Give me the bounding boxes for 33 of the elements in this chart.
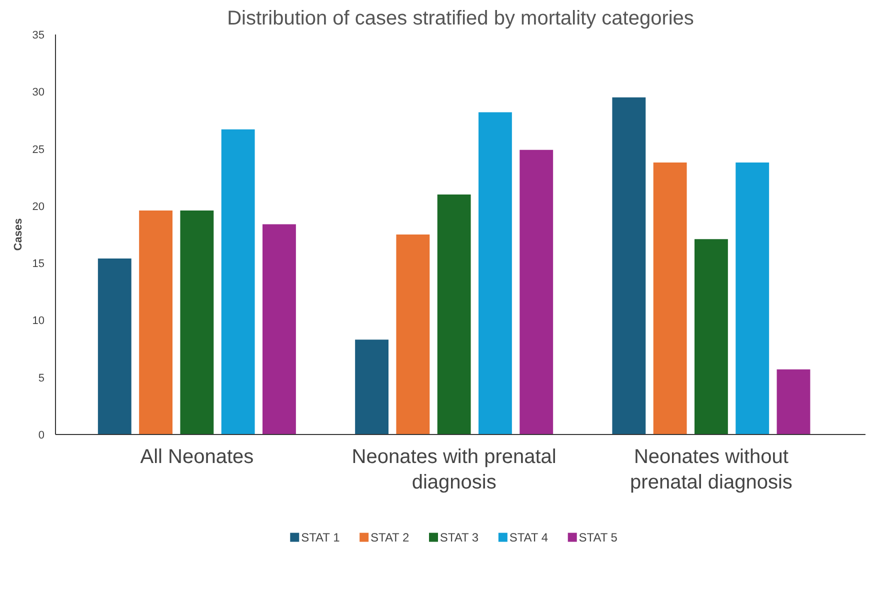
chart-title: Distribution of cases stratified by mortality categories: [227, 8, 694, 30]
bar: [653, 162, 687, 434]
bar: [612, 97, 646, 434]
x-tick-label: Neonates without prenatal diagnosis: [630, 446, 792, 494]
y-tick-label: 30: [32, 86, 45, 99]
y-tick-label: 25: [32, 144, 45, 156]
bar: [437, 194, 471, 434]
bar: [520, 150, 554, 434]
bar: [776, 369, 810, 434]
y-tick-label: 35: [32, 30, 45, 42]
bar: [180, 210, 214, 434]
y-tick-label: 0: [38, 430, 45, 442]
bar: [262, 224, 296, 434]
y-tick-label: 10: [32, 315, 45, 328]
y-axis-title: Cases: [12, 218, 24, 251]
bar: [478, 112, 512, 434]
x-tick-label: Neonates with prenatal diagnosis: [352, 446, 556, 494]
bar: [139, 210, 172, 434]
legend-label: STAT 1: [301, 530, 340, 544]
bar: [355, 340, 388, 434]
bar: [396, 234, 430, 434]
y-tick-label: 5: [38, 372, 45, 384]
legend-label: STAT 4: [509, 530, 548, 544]
legend-label: STAT 2: [370, 530, 410, 544]
bar: [694, 239, 728, 434]
bar: [221, 129, 255, 434]
legend-label: STAT 3: [440, 530, 479, 544]
y-tick-label: 20: [32, 200, 45, 213]
x-tick-label: All Neonates: [140, 446, 254, 468]
legend-label: STAT 5: [578, 530, 618, 544]
bar: [736, 162, 770, 434]
y-tick-label: 15: [32, 258, 45, 270]
bar: [98, 258, 132, 434]
